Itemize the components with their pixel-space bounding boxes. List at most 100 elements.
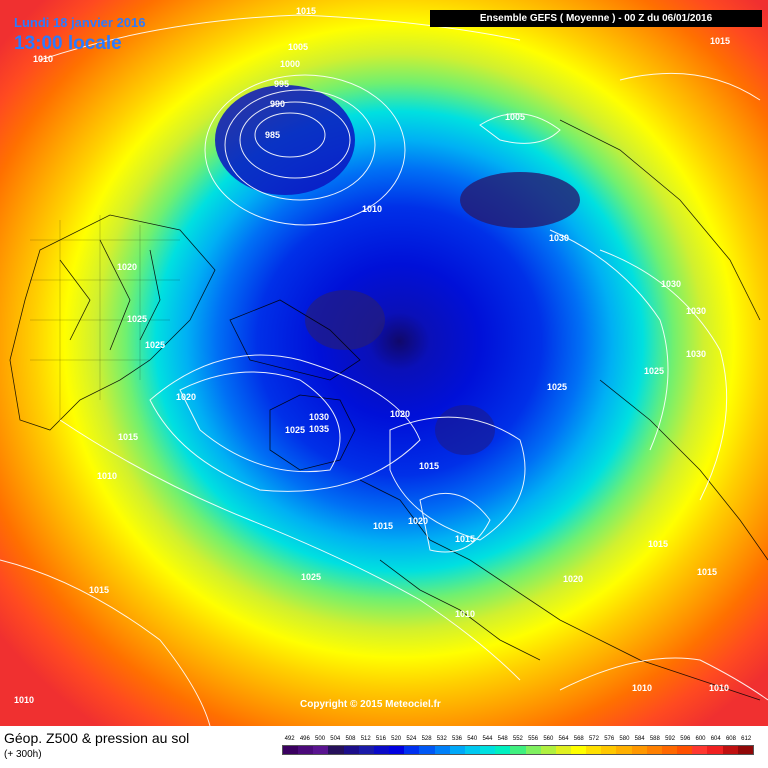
isobar-label: 1020 [117,262,137,272]
isobar-label: 1015 [419,461,439,471]
isobar-label: 1010 [709,683,729,693]
color-scale-label: 548 [497,736,508,742]
isobar-label: 1020 [563,574,583,584]
color-scale-label: 540 [467,736,478,742]
isobar-label: 1015 [710,36,730,46]
color-scale-label: 524 [406,736,417,742]
color-scale-swatch [495,746,511,754]
color-scale-label: 556 [528,736,539,742]
isobar-label: 1010 [33,54,53,64]
isobar-label: 1020 [390,409,410,419]
isobar-label: 1010 [632,683,652,693]
isobar-label: 1030 [309,412,329,422]
color-scale-swatch [480,746,496,754]
color-scale-swatch [570,746,587,754]
color-scale-swatch [631,746,647,754]
isobar-label: 1035 [309,424,329,434]
color-scale-swatch [449,746,465,754]
color-scale-label: 536 [452,736,463,742]
color-scale-label: 544 [482,736,493,742]
color-scale-swatch [313,746,329,754]
isobar-label: 1020 [176,392,196,402]
color-scale-labels: 492 496 500 504 508 512 516 520 524 528 532 536 540 5… [282,734,754,744]
color-scale-swatch [510,746,526,754]
color-scale-swatch [692,746,708,754]
color-scale-swatch [434,746,450,754]
isobar-label: 1010 [455,609,475,619]
color-scale-swatch [722,746,738,754]
color-scale-label: 592 [665,736,676,742]
isobar-label: 1025 [145,340,165,350]
parameter-title: Géop. Z500 & pression au sol [4,730,190,746]
color-scale-label: 588 [649,736,660,742]
color-scale-label: 552 [512,736,523,742]
isobar-label: 1015 [118,432,138,442]
footer-legend: Géop. Z500 & pression au sol (+ 300h) 49… [0,726,768,768]
color-scale-swatch [555,746,571,754]
model-run-info: Ensemble GEFS ( Moyenne ) - 00 Z du 06/0… [430,10,762,27]
isobar-label: 1005 [505,112,525,122]
color-scale-swatch [586,746,602,754]
isobar-label: 1010 [14,695,34,705]
color-scale-swatch [298,746,314,754]
isobar-label: 1025 [127,314,147,324]
isobar-label: 1025 [301,572,321,582]
color-scale-label: 516 [375,736,386,742]
color-scale-swatch [661,746,678,754]
isobar-label: 1030 [549,233,569,243]
color-scale-label: 604 [710,736,721,742]
isobar-label: 1015 [648,539,668,549]
grid-lines [30,215,180,420]
isobar-label: 1010 [97,471,117,481]
color-scale-label: 532 [436,736,447,742]
color-scale-label: 568 [573,736,584,742]
isobar-label: 1025 [644,366,664,376]
isobar-label: 1025 [547,382,567,392]
color-scale-label: 500 [315,736,326,742]
color-scale-label: 560 [543,736,554,742]
isobar-label: 990 [270,99,285,109]
isobar-label: 1015 [455,534,475,544]
color-scale-swatch [343,746,359,754]
color-scale-swatch [419,746,435,754]
color-scale-swatch [464,746,481,754]
color-scale-label: 596 [680,736,691,742]
color-scale-swatch [358,746,374,754]
isobar-label: 1030 [686,306,706,316]
isobar-label: 1030 [661,279,681,289]
color-scale-label: 576 [604,736,615,742]
isobars [0,14,768,726]
color-scale-bar [282,745,754,755]
isobar-label: 985 [265,130,280,140]
color-scale-swatch [601,746,617,754]
color-scale-swatch [525,746,541,754]
color-scale-swatch [389,746,405,754]
color-scale-label: 608 [725,736,736,742]
geopotential-map: 1015 1005 1000 995 990 985 1010 1010 100… [0,0,768,726]
color-scale-swatch [404,746,420,754]
isobar-label: 1000 [280,59,300,69]
copyright-notice: Copyright © 2015 Meteociel.fr [300,699,441,710]
isobar-label: 1010 [362,204,382,214]
color-scale-label: 492 [284,736,295,742]
coastlines [9,119,768,701]
isobar-label: 1015 [373,521,393,531]
color-scale-swatch [328,746,344,754]
color-scale-label: 528 [421,736,432,742]
map-background [0,0,768,726]
color-scale-label: 580 [619,736,630,742]
color-scale: 492 496 500 504 508 512 516 520 524 528 532 536 540 5… [282,734,754,758]
isobar-label: 1020 [408,516,428,526]
isobar-label: 1005 [288,42,308,52]
forecast-time: 13:00 locale [14,33,122,54]
isobar-label: 1015 [89,585,109,595]
isobar-label: 1030 [686,349,706,359]
color-scale-swatch [540,746,556,754]
color-scale-label: 600 [695,736,706,742]
color-scale-swatch [707,746,723,754]
color-scale-swatch [283,746,299,754]
forecast-lead-time: (+ 300h) [4,749,42,760]
isobar-label: 1015 [697,567,717,577]
color-scale-label: 584 [634,736,645,742]
color-scale-label: 520 [391,736,402,742]
